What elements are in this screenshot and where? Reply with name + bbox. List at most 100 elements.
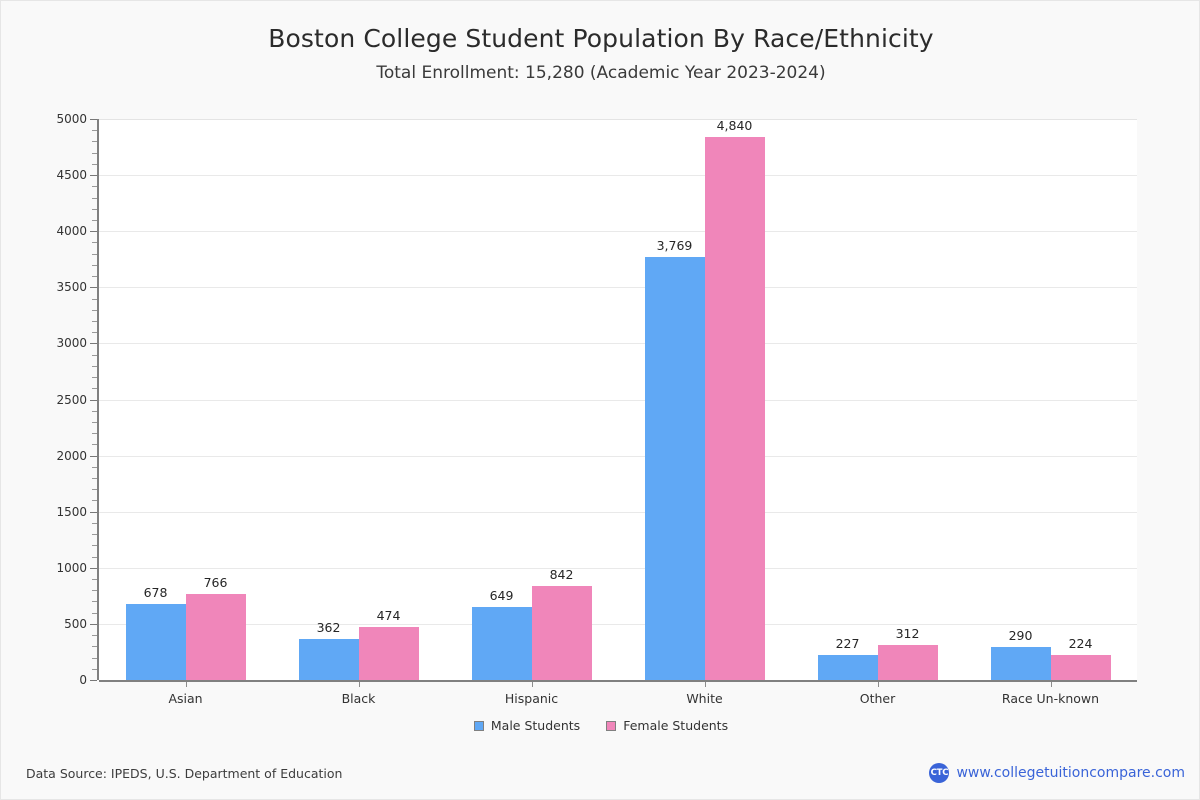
- bar-white-female[interactable]: [704, 136, 765, 680]
- y-axis-minor-tick: [92, 377, 97, 379]
- y-axis-minor-tick: [92, 197, 97, 199]
- gridline: [99, 175, 1137, 177]
- y-axis-minor-tick: [92, 354, 97, 356]
- chart-legend: Male Students Female Students: [1, 718, 1200, 733]
- bar-value-label: 290: [1008, 628, 1033, 644]
- y-axis-minor-tick: [92, 130, 97, 132]
- bar-value-label: 3,769: [656, 238, 693, 254]
- gridline: [99, 343, 1137, 345]
- bar-white-male[interactable]: [644, 257, 705, 680]
- bar-value-label: 224: [1068, 635, 1093, 651]
- y-axis-tick-label: 2000: [56, 448, 87, 463]
- y-axis-tick: [90, 511, 97, 513]
- x-axis-label-black: Black: [341, 691, 376, 706]
- gridline: [99, 287, 1137, 289]
- y-axis-minor-tick: [92, 466, 97, 468]
- y-axis-minor-tick: [92, 612, 97, 614]
- legend-label: Female Students: [623, 718, 729, 733]
- y-axis-tick: [90, 455, 97, 457]
- bar-race-un-known-male[interactable]: [990, 647, 1051, 680]
- legend-item-male[interactable]: Male Students: [473, 718, 581, 733]
- bar-value-label: 362: [316, 620, 341, 636]
- y-axis-tick-label: 2500: [56, 392, 87, 407]
- bar-black-female[interactable]: [358, 626, 419, 680]
- y-axis-tick-label: 4500: [56, 168, 87, 183]
- y-axis-tick-label: 5000: [56, 112, 87, 126]
- y-axis-minor-tick: [92, 253, 97, 255]
- x-axis-labels: Asian Black Hispanic White Other Race Un-know…: [99, 682, 1137, 716]
- y-axis-tick: [90, 567, 97, 569]
- x-axis-tick: [185, 682, 187, 687]
- bar-value-label: 474: [376, 607, 401, 623]
- bar-value-label: 766: [203, 575, 228, 591]
- legend-item-female[interactable]: Female Students: [606, 718, 728, 733]
- brand-url-label[interactable]: www.collegetuitioncompare.com: [956, 765, 1185, 781]
- y-axis-minor-tick: [92, 309, 97, 311]
- y-axis-tick: [90, 343, 97, 345]
- bar-value-label: 678: [143, 584, 168, 600]
- y-axis-minor-tick: [92, 601, 97, 603]
- y-axis-tick-label: 0: [79, 673, 87, 687]
- y-axis-minor-tick: [92, 410, 97, 412]
- x-axis-tick: [358, 682, 360, 687]
- y-axis-minor-tick: [92, 219, 97, 221]
- brand-link[interactable]: CTC www.collegetuitioncompare.com: [929, 763, 1185, 783]
- y-axis-labels: 0 500 1000 1500 2000 2500 3000 3500 4000 4500 5000: [1, 112, 97, 687]
- gridline: [99, 567, 1137, 569]
- y-axis-minor-tick: [92, 320, 97, 322]
- y-axis-minor-tick: [92, 657, 97, 659]
- y-axis-minor-tick: [92, 298, 97, 300]
- y-axis-tick-label: 4000: [56, 224, 87, 239]
- y-axis-minor-tick: [92, 534, 97, 536]
- y-axis-tick: [90, 399, 97, 401]
- y-axis-tick-label: 1500: [56, 504, 87, 519]
- y-axis-minor-tick: [92, 152, 97, 154]
- y-axis-minor-tick: [92, 365, 97, 367]
- bar-other-male[interactable]: [817, 654, 878, 680]
- x-axis-label-white: White: [686, 691, 723, 706]
- legend-swatch-icon: [606, 720, 617, 731]
- y-axis-tick-label: 1000: [56, 560, 87, 575]
- bar-black-male[interactable]: [298, 639, 359, 680]
- y-axis-minor-tick: [92, 208, 97, 210]
- y-axis-minor-tick: [92, 556, 97, 558]
- y-axis-minor-tick: [92, 433, 97, 435]
- legend-swatch-icon: [473, 720, 484, 731]
- x-axis-tick: [531, 682, 533, 687]
- y-axis-minor-tick: [92, 276, 97, 278]
- legend-label: Male Students: [490, 718, 581, 733]
- y-axis-minor-tick: [92, 668, 97, 670]
- bar-asian-female[interactable]: [185, 594, 246, 680]
- y-axis-minor-tick: [92, 545, 97, 547]
- y-axis-tick: [90, 680, 97, 681]
- gridline: [99, 623, 1137, 625]
- bar-hispanic-female[interactable]: [531, 585, 592, 680]
- y-axis-minor-tick: [92, 522, 97, 524]
- x-axis-label-other: Other: [859, 691, 896, 706]
- y-axis-minor-tick: [92, 500, 97, 502]
- y-axis-tick: [90, 231, 97, 233]
- y-axis-minor-tick: [92, 242, 97, 244]
- plot-area: 678 766 362 474 649 842 3,769 4,840 227 312 290 224: [99, 117, 1137, 682]
- y-axis-minor-tick: [92, 186, 97, 188]
- y-axis-minor-tick: [92, 478, 97, 480]
- bar-race-un-known-female[interactable]: [1050, 654, 1111, 680]
- y-axis-minor-tick: [92, 388, 97, 390]
- bar-value-label: 842: [549, 566, 574, 582]
- x-axis-tick: [704, 682, 706, 687]
- bar-value-label: 4,840: [716, 117, 753, 133]
- y-axis-tick: [90, 623, 97, 625]
- bar-asian-male[interactable]: [125, 603, 186, 680]
- y-axis-line: [90, 119, 99, 681]
- y-axis-minor-tick: [92, 489, 97, 491]
- page-title: Boston College Student Population By Rac…: [268, 24, 934, 53]
- bar-other-female[interactable]: [877, 645, 938, 680]
- gridline: [99, 231, 1137, 233]
- y-axis-tick-label: 3500: [56, 280, 87, 295]
- bar-value-label: 649: [489, 588, 514, 604]
- x-axis-tick: [1050, 682, 1052, 687]
- bar-hispanic-male[interactable]: [471, 607, 532, 680]
- ctc-logo-icon: CTC: [929, 763, 950, 783]
- x-axis-tick: [877, 682, 879, 687]
